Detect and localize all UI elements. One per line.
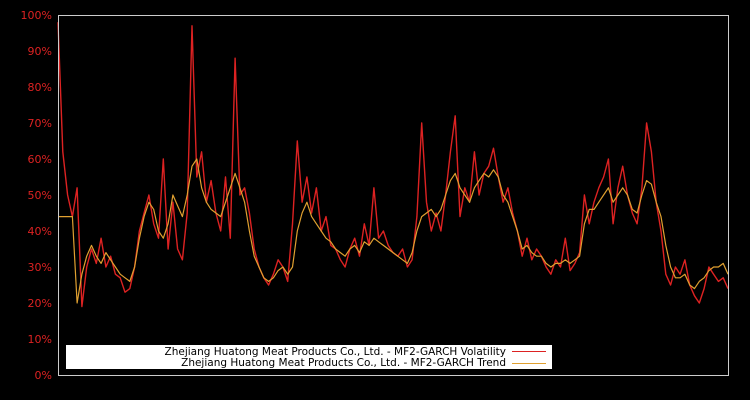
plot-frame [58, 15, 729, 376]
legend-box [66, 345, 552, 369]
y-tick-label: 10% [28, 333, 52, 346]
y-tick-label: 20% [28, 297, 52, 310]
y-axis: 0% 10% 20% 30% 40% 50% 60% 70% 80% 90% 100% [21, 9, 52, 382]
legend-label-trend: Zhejiang Huatong Meat Products Co., Ltd.… [181, 357, 506, 369]
y-tick-label: 0% [35, 369, 52, 382]
plot-area [57, 22, 729, 308]
y-tick-label: 90% [28, 45, 52, 58]
y-tick-label: 100% [21, 9, 52, 22]
y-tick-label: 60% [28, 153, 52, 166]
legend: Zhejiang Huatong Meat Products Co., Ltd.… [66, 345, 552, 369]
y-tick-label: 30% [28, 261, 52, 274]
legend-label-volatility: Zhejiang Huatong Meat Products Co., Ltd.… [165, 346, 506, 358]
y-tick-label: 70% [28, 117, 52, 130]
y-tick-label: 50% [28, 189, 52, 202]
y-tick-label: 80% [28, 81, 52, 94]
trend-line [58, 158, 729, 304]
y-tick-label: 40% [28, 225, 52, 238]
